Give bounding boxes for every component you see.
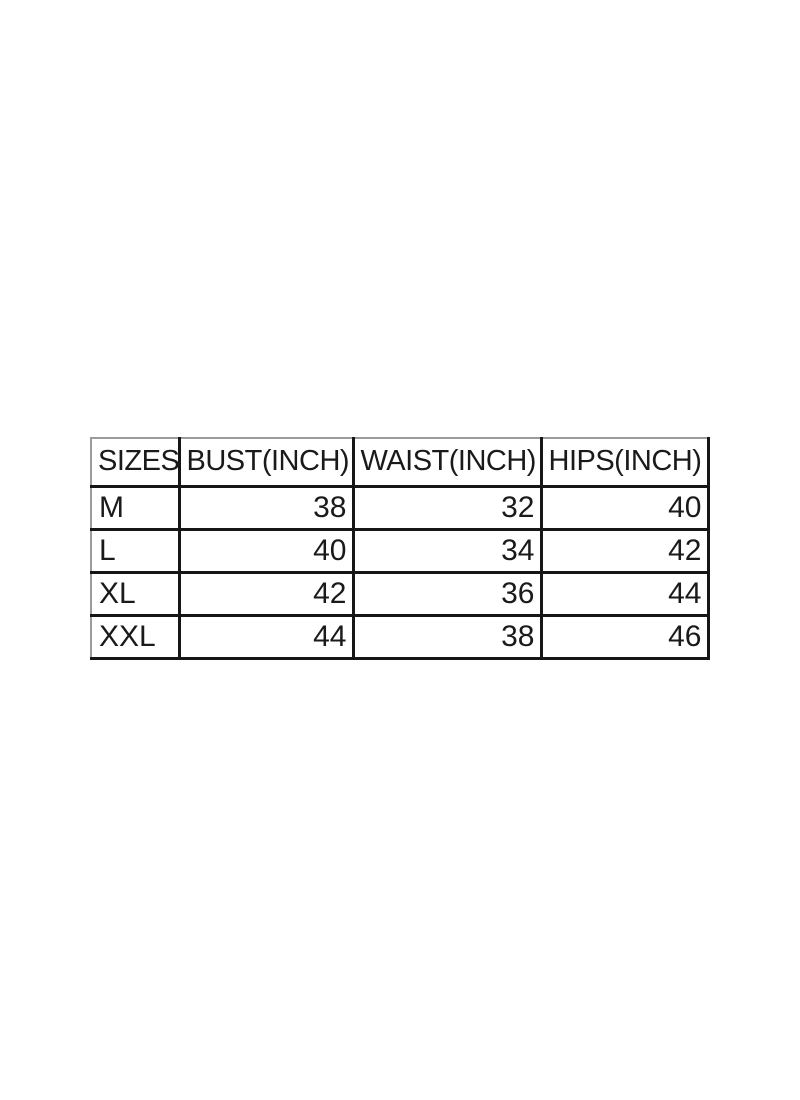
size-cell: M (90, 484, 181, 531)
header-cell-hips: HIPS(INCH) (539, 437, 710, 488)
hips-cell: 46 (539, 613, 710, 660)
hips-cell: 40 (539, 484, 710, 531)
header-cell-waist: WAIST(INCH) (351, 437, 543, 488)
size-cell: L (90, 527, 181, 574)
bust-cell: 40 (177, 527, 355, 574)
waist-cell: 38 (351, 613, 543, 660)
size-cell: XXL (90, 613, 181, 660)
size-cell: XL (90, 570, 181, 617)
bust-cell: 44 (177, 613, 355, 660)
bust-cell: 42 (177, 570, 355, 617)
waist-cell: 32 (351, 484, 543, 531)
bust-cell: 38 (177, 484, 355, 531)
table-row-xxl: XXL 44 38 46 (90, 613, 710, 660)
table-row-l: L 40 34 42 (90, 527, 710, 574)
header-row: SIZES BUST(INCH) WAIST(INCH) HIPS(INCH) (90, 437, 710, 488)
header-cell-bust: BUST(INCH) (177, 437, 355, 488)
waist-cell: 36 (351, 570, 543, 617)
size-chart-table: SIZES BUST(INCH) WAIST(INCH) HIPS(INCH) … (90, 437, 710, 660)
hips-cell: 42 (539, 527, 710, 574)
waist-cell: 34 (351, 527, 543, 574)
hips-cell: 44 (539, 570, 710, 617)
header-cell-sizes: SIZES (90, 437, 181, 488)
table-row-m: M 38 32 40 (90, 484, 710, 531)
table-row-xl: XL 42 36 44 (90, 570, 710, 617)
